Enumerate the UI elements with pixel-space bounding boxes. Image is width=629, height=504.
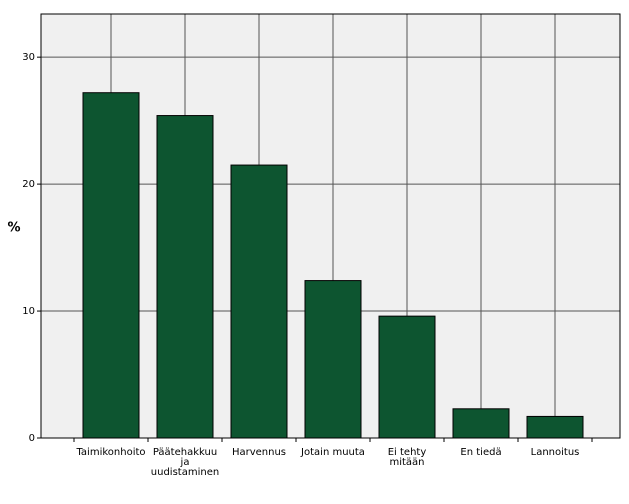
x-tick-label: Lannoitus bbox=[531, 447, 580, 458]
bar bbox=[156, 115, 214, 439]
bar bbox=[304, 280, 362, 439]
x-tick-label: Päätehakkuu ja uudistaminen bbox=[151, 447, 219, 478]
x-tick-label: Jotain muuta bbox=[300, 447, 365, 458]
y-tick-label: 30 bbox=[22, 52, 35, 63]
y-tick-label: 10 bbox=[22, 306, 35, 317]
bar bbox=[526, 415, 584, 439]
y-axis-label: % bbox=[7, 221, 20, 236]
plot-border bbox=[40, 13, 621, 439]
x-tick-label: Harvennus bbox=[232, 447, 286, 458]
y-tick-label: 20 bbox=[22, 179, 35, 190]
x-tick-label: En tiedä bbox=[460, 447, 501, 458]
bar bbox=[452, 408, 510, 439]
x-tick-label: Ei tehty mitään bbox=[388, 447, 427, 468]
y-tick-label: 0 bbox=[29, 433, 35, 444]
bar bbox=[82, 92, 140, 439]
x-tick-label: Taimikonhoito bbox=[75, 447, 145, 458]
bar bbox=[378, 315, 436, 439]
bar bbox=[230, 164, 288, 439]
